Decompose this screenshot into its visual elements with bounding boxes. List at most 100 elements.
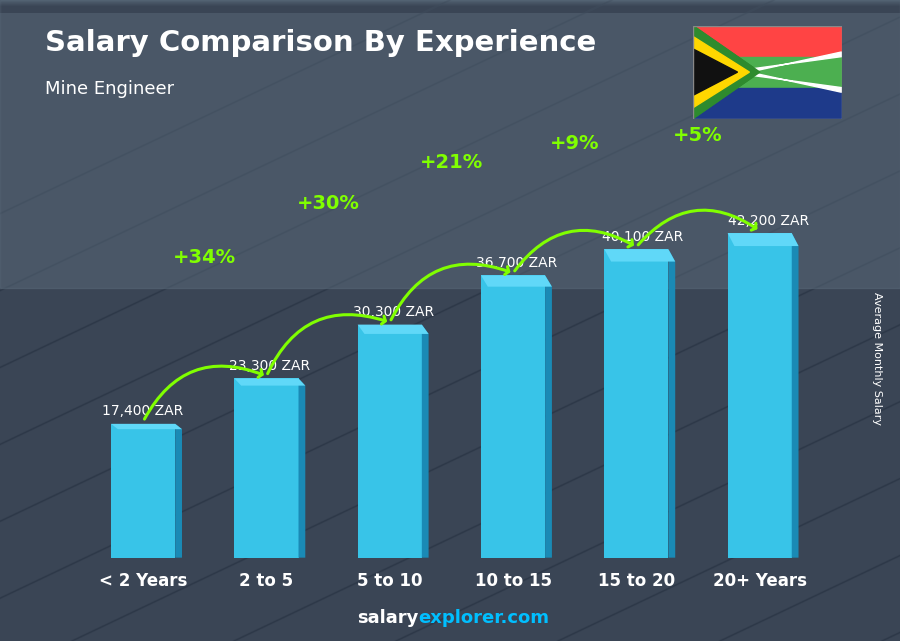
Polygon shape: [669, 249, 675, 558]
Bar: [0, 3, 900, 9]
Bar: [0, 3, 900, 10]
Bar: [0, 3, 900, 10]
Bar: [0, 6, 900, 12]
Polygon shape: [176, 424, 182, 558]
Polygon shape: [792, 233, 798, 558]
Bar: [0, 4, 900, 11]
Bar: [0, 5, 900, 12]
Bar: [0, 5, 900, 12]
Text: 17,400 ZAR: 17,400 ZAR: [103, 404, 184, 419]
Bar: [0, 3, 900, 9]
Bar: [0, 6, 900, 12]
Bar: [0, 0, 900, 6]
Text: 36,700 ZAR: 36,700 ZAR: [476, 256, 557, 270]
Bar: [0, 3, 900, 9]
Polygon shape: [693, 26, 760, 119]
Bar: [0, 1, 900, 8]
Bar: [0, 4, 900, 10]
Bar: [0, 1, 900, 8]
Bar: [111, 424, 176, 558]
Bar: [0, 2, 900, 8]
Polygon shape: [422, 324, 428, 558]
Bar: [0, 3, 900, 10]
Bar: [0, 5, 900, 12]
Polygon shape: [545, 276, 552, 558]
Bar: [0, 6, 900, 13]
Bar: [604, 249, 669, 558]
Polygon shape: [234, 378, 305, 386]
Bar: [0, 6, 900, 12]
Polygon shape: [745, 72, 842, 92]
Bar: [0, 1, 900, 8]
Bar: [0, 4, 900, 10]
Bar: [0, 4, 900, 10]
Bar: [0, 3, 900, 10]
Bar: [0, 4, 900, 11]
Bar: [0, 2, 900, 8]
Bar: [0, 6, 900, 12]
Bar: [0, 0, 900, 6]
Bar: [0, 3, 900, 9]
Text: +21%: +21%: [419, 153, 483, 172]
Polygon shape: [693, 37, 750, 108]
Bar: [0, 1, 900, 8]
Bar: [0, 6, 900, 12]
Bar: [727, 233, 792, 558]
Bar: [0, 1, 900, 7]
Bar: [0, 6, 900, 13]
Bar: [0, 6, 900, 12]
Bar: [0, 4, 900, 10]
Bar: [0, 3, 900, 9]
Bar: [0, 1, 900, 7]
Polygon shape: [693, 49, 737, 96]
Bar: [0, 4, 900, 10]
Bar: [0, 4, 900, 10]
Bar: [0, 3, 900, 9]
Bar: [0, 4, 900, 11]
Text: Average Monthly Salary: Average Monthly Salary: [872, 292, 883, 426]
Text: explorer.com: explorer.com: [418, 609, 550, 627]
Bar: [0, 6, 900, 13]
Bar: [481, 276, 545, 558]
Bar: [693, 56, 842, 88]
Polygon shape: [693, 49, 737, 96]
Bar: [0, 1, 900, 8]
Bar: [0, 2, 900, 8]
Bar: [0, 1, 900, 7]
Bar: [0, 4, 900, 11]
Bar: [0, 4, 900, 11]
Bar: [0, 6, 900, 12]
Bar: [0, 0, 900, 288]
Bar: [0, 3, 900, 10]
Bar: [357, 324, 422, 558]
Bar: [0, 4, 900, 11]
Bar: [0, 5, 900, 12]
Text: Salary Comparison By Experience: Salary Comparison By Experience: [45, 29, 596, 57]
Bar: [0, 2, 900, 8]
Bar: [0, 3, 900, 9]
Text: 30,300 ZAR: 30,300 ZAR: [353, 305, 434, 319]
Bar: [0, 4, 900, 10]
Bar: [0, 2, 900, 8]
Text: salary: salary: [357, 609, 418, 627]
Bar: [0, 5, 900, 12]
Bar: [0, 2, 900, 8]
Polygon shape: [111, 424, 182, 429]
Polygon shape: [481, 276, 552, 287]
Text: 42,200 ZAR: 42,200 ZAR: [727, 213, 809, 228]
Text: 23,300 ZAR: 23,300 ZAR: [230, 359, 310, 373]
Bar: [0, 2, 900, 8]
Bar: [0, 1, 900, 7]
Bar: [0, 5, 900, 12]
Polygon shape: [745, 52, 842, 72]
Bar: [0, 3, 900, 10]
Bar: [0, 5, 900, 12]
Polygon shape: [693, 37, 750, 108]
Bar: [0, 1, 900, 8]
Bar: [0, 4, 900, 11]
Bar: [0, 6, 900, 13]
Bar: [0, 3, 900, 10]
Bar: [0, 3, 900, 9]
Bar: [0, 4, 900, 10]
Bar: [0, 1, 900, 8]
